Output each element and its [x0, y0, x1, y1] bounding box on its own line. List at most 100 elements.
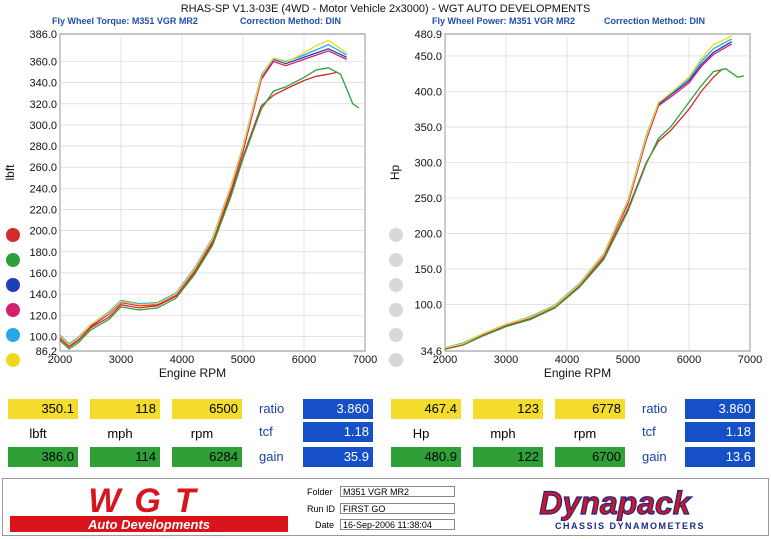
torque-y-tick-label: 280.0	[29, 141, 57, 153]
torque-plot-area	[59, 33, 366, 352]
right-legend-dot[interactable]	[389, 278, 403, 292]
left-tcf-label: tcf	[259, 424, 273, 439]
right-rpm-peak: 6700	[555, 447, 625, 467]
right-ratio-value: 3.860	[685, 399, 755, 419]
torque-y-tick-label: 160.0	[29, 268, 57, 280]
torque-y-tick-label: 360.0	[29, 56, 57, 68]
right-legend-dot[interactable]	[389, 353, 403, 367]
right-legend-dot[interactable]	[389, 303, 403, 317]
torque-y-tick-label: 200.0	[29, 226, 57, 238]
dynapack-logo-subtext: CHASSIS DYNAMOMETERS	[555, 521, 705, 531]
left-rpm-label: rpm	[190, 426, 214, 441]
power-x-tick-label: 3000	[494, 354, 518, 366]
right-legend-dot[interactable]	[389, 328, 403, 342]
right-mph-label: mph	[490, 426, 516, 441]
left-legend-dot[interactable]	[6, 353, 20, 367]
torque-y-tick-label: 86.2	[36, 346, 57, 358]
torque-y-axis-label: lbft	[3, 164, 17, 181]
runid-label: Run ID	[307, 504, 336, 514]
torque-series-line-4	[59, 50, 347, 347]
torque-y-tick-label: 320.0	[29, 99, 57, 111]
right-rpm-label: rpm	[573, 426, 597, 441]
wgt-logo: WGT Auto Developments	[6, 482, 292, 534]
left-torque-peak: 386.0	[8, 447, 78, 467]
runid-value: FIRST GO	[340, 503, 455, 514]
left-mph-label: mph	[107, 426, 133, 441]
left-tcf-value: 1.18	[303, 422, 373, 442]
left-rpm-peak: 6284	[172, 447, 242, 467]
folder-label: Folder	[307, 487, 333, 497]
power-y-tick-label: 100.0	[414, 300, 442, 312]
torque-y-tick-label: 340.0	[29, 78, 57, 90]
left-rpm-current: 6500	[172, 399, 242, 419]
torque-y-tick-label: 240.0	[29, 183, 57, 195]
torque-y-tick-label: 180.0	[29, 247, 57, 259]
power-y-tick-label: 300.0	[414, 157, 442, 169]
left-legend-dot[interactable]	[6, 328, 20, 342]
right-legend-dot[interactable]	[389, 228, 403, 242]
left-unit-label: lbft	[29, 426, 47, 441]
torque-y-tick-label: 220.0	[29, 205, 57, 217]
right-speed-current: 123	[473, 399, 543, 419]
power-y-axis-label: Hp	[388, 165, 402, 181]
power-y-tick-label: 34.6	[421, 346, 442, 358]
power-y-tick-label: 400.0	[414, 86, 442, 98]
torque-x-tick-label: 3000	[109, 354, 133, 366]
power-series-line-2	[444, 67, 745, 350]
torque-x-tick-label: 6000	[292, 354, 316, 366]
right-unit-label: Hp	[412, 426, 430, 441]
right-tcf-value: 1.18	[685, 422, 755, 442]
right-gain-value: 13.6	[685, 447, 755, 467]
torque-x-tick-label: 2000	[48, 354, 72, 366]
right-chart-method: Correction Method: DIN	[604, 16, 705, 26]
power-y-tick-label: 250.0	[414, 193, 442, 205]
power-series-line-6	[444, 35, 732, 349]
power-x-tick-label: 7000	[738, 354, 762, 366]
power-x-tick-label: 4000	[555, 354, 579, 366]
torque-x-tick-label: 7000	[353, 354, 377, 366]
left-legend-dot[interactable]	[6, 303, 20, 317]
left-ratio-value: 3.860	[303, 399, 373, 419]
torque-x-axis-label: Engine RPM	[159, 366, 226, 380]
date-value: 16-Sep-2006 11:38:04	[340, 519, 455, 530]
power-y-tick-label: 480.9	[414, 29, 442, 41]
left-speed-current: 118	[90, 399, 160, 419]
left-chart-subtitle: Fly Wheel Torque: M351 VGR MR2	[52, 16, 198, 26]
left-chart-method: Correction Method: DIN	[240, 16, 341, 26]
wgt-logo-subtext: Auto Developments	[87, 517, 210, 532]
torque-y-tick-label: 120.0	[29, 310, 57, 322]
power-x-axis-label: Engine RPM	[544, 366, 611, 380]
right-speed-peak: 122	[473, 447, 543, 467]
power-plot-area	[444, 33, 751, 352]
torque-y-tick-label: 100.0	[29, 331, 57, 343]
power-x-tick-label: 6000	[677, 354, 701, 366]
wgt-logo-text: WGT	[88, 482, 209, 520]
left-legend-dot[interactable]	[6, 253, 20, 267]
report-title: RHAS-SP V1.3-03E (4WD - Motor Vehicle 2x…	[180, 3, 591, 15]
dynapack-logo: Dynapack CHASSIS DYNAMOMETERS	[539, 484, 705, 531]
left-speed-peak: 114	[90, 447, 160, 467]
left-legend-dot[interactable]	[6, 278, 20, 292]
power-y-tick-label: 150.0	[414, 264, 442, 276]
right-rpm-current: 6778	[555, 399, 625, 419]
power-y-tick-label: 200.0	[414, 229, 442, 241]
torque-x-tick-label: 5000	[231, 354, 255, 366]
folder-value: M351 VGR MR2	[340, 486, 455, 497]
torque-chart: 2000 3000 4000 5000 6000 7000 386.0 360.0 340.0 3…	[3, 29, 377, 380]
power-y-tick-label: 450.0	[414, 51, 442, 63]
right-ratio-label: ratio	[642, 401, 668, 416]
right-power-peak: 480.9	[391, 447, 461, 467]
power-y-tick-label: 350.0	[414, 122, 442, 134]
torque-series-line-2	[59, 67, 360, 350]
torque-y-tick-label: 386.0	[29, 29, 57, 41]
right-legend-dot[interactable]	[389, 253, 403, 267]
torque-series-line-1	[59, 71, 338, 348]
torque-x-tick-label: 4000	[170, 354, 194, 366]
power-chart: 2000 3000 4000 5000 6000 7000 480.9 450.0 400.0 3…	[388, 29, 762, 380]
left-legend-dot[interactable]	[6, 228, 20, 242]
torque-y-tick-label: 140.0	[29, 289, 57, 301]
left-ratio-label: ratio	[259, 401, 285, 416]
dynapack-logo-text: Dynapack	[539, 485, 692, 521]
right-power-current: 467.4	[391, 399, 461, 419]
torque-y-tick-label: 300.0	[29, 120, 57, 132]
